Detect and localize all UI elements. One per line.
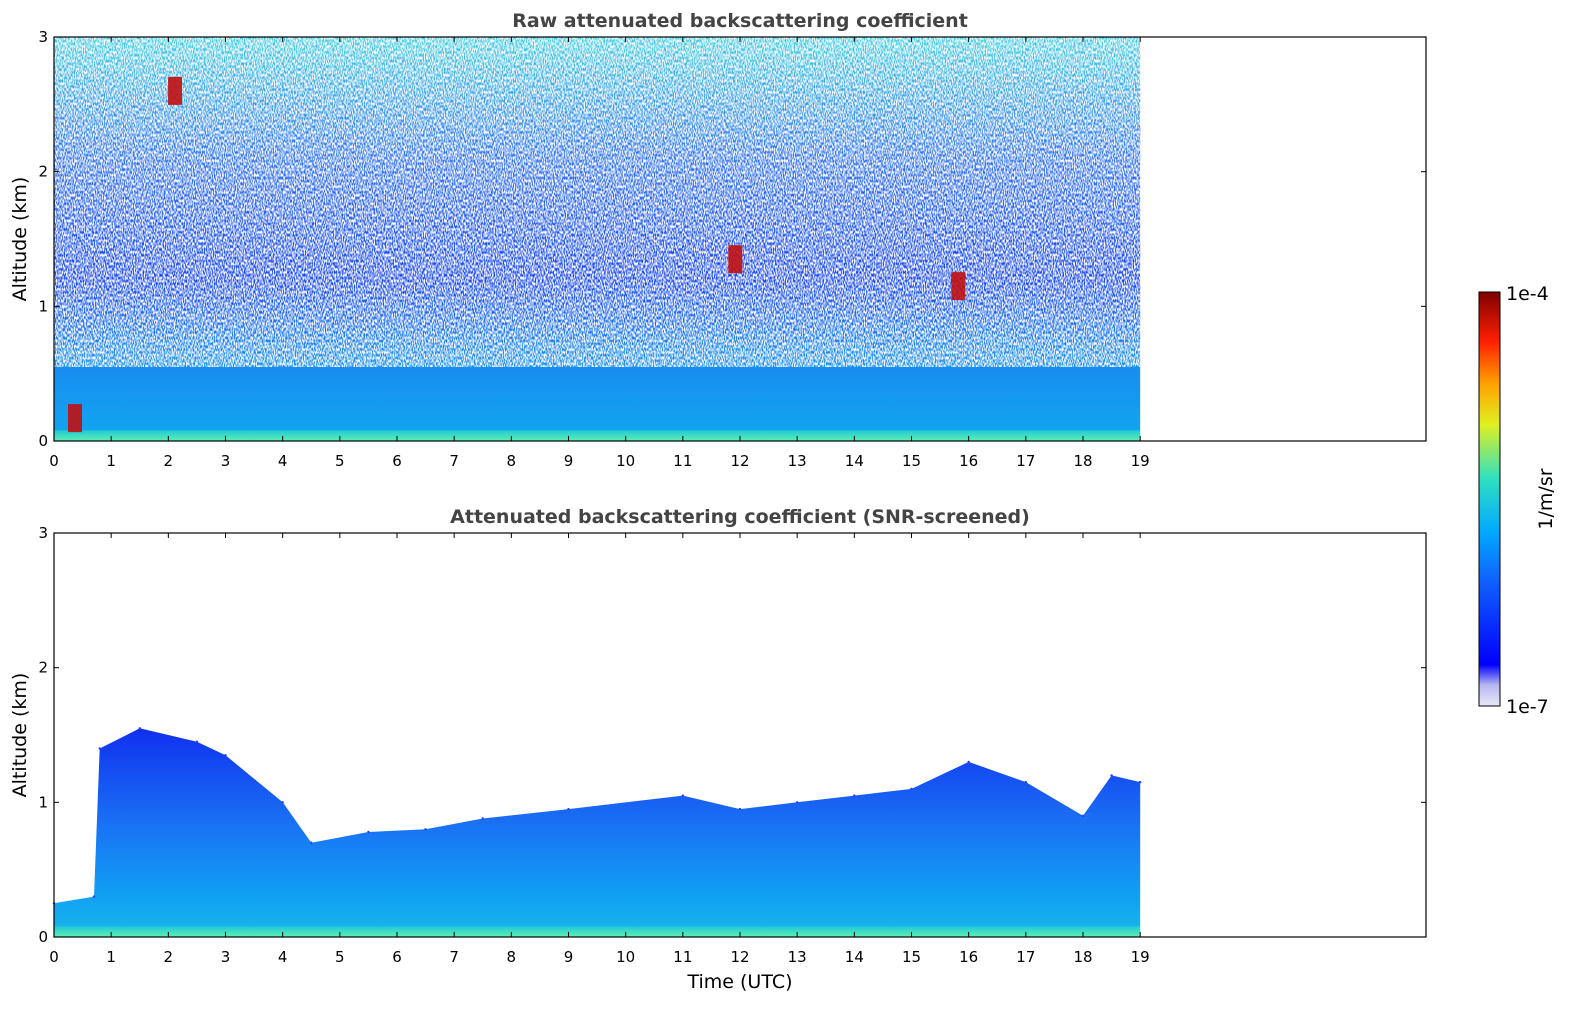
- x-tick-label: 13: [788, 452, 807, 470]
- x-tick-label: 2: [164, 948, 174, 966]
- x-tick-label: 1: [106, 948, 116, 966]
- panel2-xlabel: Time (UTC): [686, 971, 792, 993]
- x-tick-label: 14: [845, 948, 864, 966]
- bl-top-point-6: [281, 801, 284, 804]
- x-tick-label: 6: [392, 452, 402, 470]
- cloud-feature-3: [68, 404, 83, 433]
- x-tick-label: 10: [616, 452, 635, 470]
- x-tick-label: 16: [959, 452, 978, 470]
- colorbar-min-label: 1e-7: [1506, 696, 1549, 718]
- x-tick-label: 9: [564, 948, 574, 966]
- cloud-feature-1: [728, 245, 743, 274]
- panel1-heatmap: [54, 37, 1141, 441]
- panel1-title: Raw attenuated backscattering coefficien…: [512, 10, 968, 32]
- bl-top-point-18: [1024, 780, 1028, 784]
- bl-top-point-8: [367, 830, 370, 834]
- x-tick-label: 5: [335, 452, 345, 470]
- y-tick-label: 2: [38, 163, 48, 181]
- x-tick-label: 17: [1016, 452, 1035, 470]
- colorbar: 1e-4 1e-7 1/m/sr: [1478, 283, 1557, 718]
- bl-top-point-21: [1138, 780, 1142, 784]
- x-tick-label: 13: [788, 948, 807, 966]
- x-tick-label: 6: [392, 948, 402, 966]
- colorbar-units-label: 1/m/sr: [1535, 468, 1557, 529]
- bl-top-point-14: [795, 801, 799, 804]
- x-tick-label: 7: [449, 948, 459, 966]
- x-tick-label: 3: [221, 948, 231, 966]
- bl-top-point-1: [92, 895, 96, 898]
- panel2-heatmap: [52, 727, 1142, 937]
- panel2-ylabel: Altitude (km): [9, 673, 31, 798]
- x-tick-label: 11: [673, 948, 692, 966]
- x-tick-label: 11: [673, 452, 692, 470]
- raw-noise-speckle: [54, 37, 1141, 367]
- bl-top-point-17: [967, 760, 970, 764]
- y-tick-label: 1: [38, 297, 48, 315]
- x-tick-label: 18: [1073, 948, 1092, 966]
- ground-layer: [54, 430, 1141, 441]
- x-tick-label: 15: [902, 948, 921, 966]
- y-tick-label: 1: [38, 793, 48, 811]
- y-tick-label: 3: [38, 28, 48, 46]
- bl-top-point-3: [138, 727, 141, 730]
- bl-top-point-20: [1110, 774, 1113, 777]
- x-tick-label: 3: [221, 452, 231, 470]
- bl-top-point-19: [1081, 814, 1085, 817]
- bl-top-point-7: [310, 841, 313, 844]
- x-tick-label: 18: [1073, 452, 1092, 470]
- y-tick-label: 2: [38, 659, 48, 677]
- raw-backscatter-panel: Raw attenuated backscattering coefficien…: [9, 10, 1427, 470]
- y-tick-label: 0: [38, 928, 48, 946]
- bl-top-point-16: [910, 787, 913, 791]
- y-tick-label: 0: [38, 432, 48, 450]
- bl-top-point-5: [224, 754, 227, 757]
- bl-top-point-15: [853, 794, 856, 797]
- ground-layer: [54, 926, 1141, 937]
- x-tick-label: 8: [507, 452, 517, 470]
- cloud-feature-2: [951, 272, 966, 301]
- x-tick-label: 2: [164, 452, 174, 470]
- x-tick-label: 12: [730, 452, 749, 470]
- colorbar-gradient: [1478, 291, 1501, 707]
- x-tick-label: 7: [449, 452, 459, 470]
- x-tick-label: 15: [902, 452, 921, 470]
- bl-top-point-9: [424, 828, 427, 831]
- bl-top-point-10: [481, 817, 484, 820]
- bl-top-point-4: [195, 740, 199, 743]
- x-tick-label: 0: [49, 948, 59, 966]
- bl-top-point-11: [567, 807, 570, 811]
- x-tick-label: 17: [1016, 948, 1035, 966]
- x-tick-label: 4: [278, 948, 288, 966]
- colorbar-max-label: 1e-4: [1506, 283, 1549, 305]
- x-tick-label: 14: [845, 452, 864, 470]
- bl-top-point-13: [738, 807, 742, 811]
- panel1-ylabel: Altitude (km): [9, 177, 31, 302]
- x-tick-label: 16: [959, 948, 978, 966]
- x-tick-label: 10: [616, 948, 635, 966]
- x-tick-label: 9: [564, 452, 574, 470]
- x-tick-label: 12: [730, 948, 749, 966]
- x-tick-label: 19: [1131, 452, 1150, 470]
- cloud-feature-0: [168, 76, 183, 105]
- x-tick-label: 5: [335, 948, 345, 966]
- x-tick-label: 1: [106, 452, 116, 470]
- panel2-title: Attenuated backscattering coefficient (S…: [450, 506, 1030, 528]
- bl-top-point-2: [98, 747, 101, 750]
- x-tick-label: 0: [49, 452, 59, 470]
- y-tick-label: 3: [38, 524, 48, 542]
- x-tick-label: 8: [507, 948, 517, 966]
- x-tick-label: 4: [278, 452, 288, 470]
- screened-backscatter-panel: Attenuated backscattering coefficient (S…: [9, 506, 1427, 993]
- x-tick-label: 19: [1131, 948, 1150, 966]
- bl-top-point-12: [681, 794, 685, 797]
- boundary-layer-region: [54, 728, 1141, 937]
